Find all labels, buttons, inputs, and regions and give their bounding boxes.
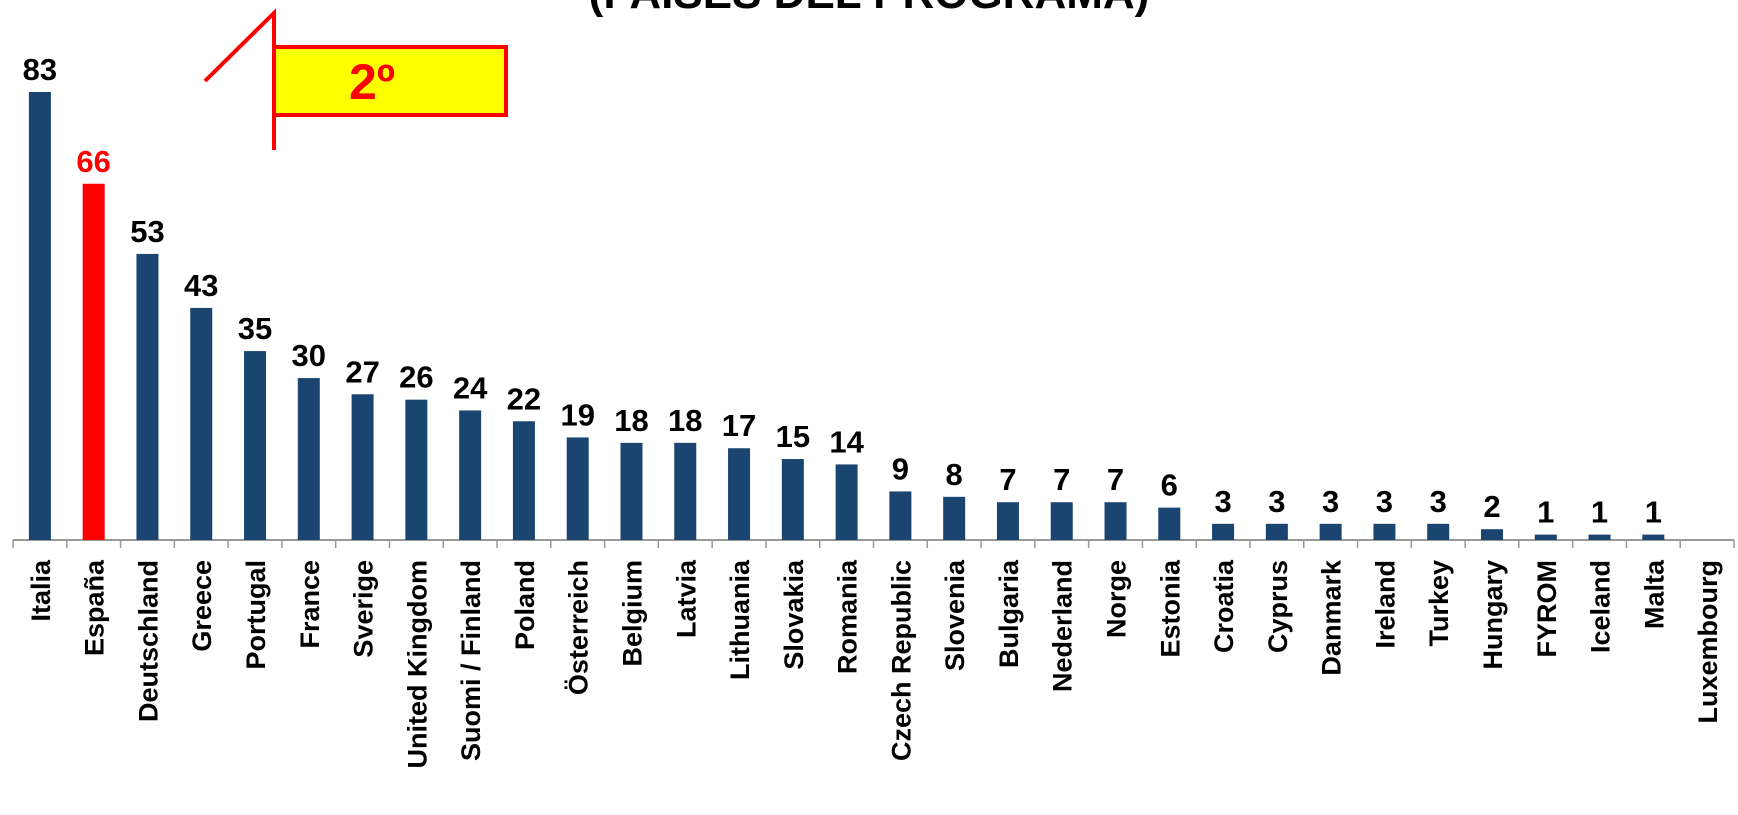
x-tick-label: Malta <box>1639 559 1669 629</box>
value-label: 6 <box>1161 468 1178 503</box>
x-tick-label: Belgium <box>617 560 647 667</box>
x-tick-label: Ireland <box>1370 560 1400 649</box>
x-tick-label: Danmark <box>1317 559 1347 676</box>
value-label: 66 <box>76 144 110 179</box>
bar <box>1158 508 1180 540</box>
value-label: 1 <box>1591 495 1608 530</box>
bar <box>674 443 696 540</box>
chart-title: (PAÍSES DEL PROGRAMA) <box>589 0 1150 18</box>
x-tick-label: Slovakia <box>779 559 809 670</box>
bar <box>83 184 105 540</box>
value-label: 8 <box>946 457 963 492</box>
value-label: 17 <box>722 408 756 443</box>
value-label: 1 <box>1645 495 1662 530</box>
annotation: 2º <box>349 54 395 110</box>
x-tick-label: Sverige <box>349 560 379 658</box>
bar <box>298 378 320 540</box>
bar <box>29 92 51 540</box>
x-tick-label: Latvia <box>671 559 701 638</box>
bar <box>136 254 158 540</box>
x-tick-label: Romania <box>833 559 863 674</box>
x-tick-label: Österreich <box>564 560 594 695</box>
bar <box>405 400 427 540</box>
bar <box>1589 535 1611 540</box>
bar <box>513 421 535 540</box>
bar <box>567 437 589 540</box>
value-label: 3 <box>1322 484 1339 519</box>
x-tick-label: Croatia <box>1209 559 1239 653</box>
value-label: 30 <box>292 338 326 373</box>
x-tick-label: Bulgaria <box>994 559 1024 668</box>
x-tick-label: Greece <box>187 560 217 652</box>
value-label: 18 <box>668 403 702 438</box>
bar <box>889 491 911 540</box>
bar <box>244 351 266 540</box>
value-label: 2 <box>1483 489 1500 524</box>
value-label: 15 <box>776 419 810 454</box>
value-label: 1 <box>1537 495 1554 530</box>
bar <box>620 443 642 540</box>
value-label: 3 <box>1430 484 1447 519</box>
value-label: 9 <box>892 451 909 486</box>
bar <box>1373 524 1395 540</box>
bar <box>459 410 481 540</box>
x-tick-label: United Kingdom <box>402 560 432 768</box>
value-label: 27 <box>345 354 379 389</box>
value-label: 3 <box>1268 484 1285 519</box>
bar <box>1105 502 1127 540</box>
bar <box>352 394 374 540</box>
x-tick-label: Iceland <box>1586 560 1616 653</box>
bar <box>1642 535 1664 540</box>
bar <box>1481 529 1503 540</box>
x-tick-label: Cyprus <box>1263 560 1293 653</box>
bar <box>1051 502 1073 540</box>
bar <box>836 464 858 540</box>
x-tick-label: Luxembourg <box>1693 560 1723 724</box>
x-tick-label: Slovenia <box>940 559 970 671</box>
value-label: 18 <box>614 403 648 438</box>
value-label: 7 <box>1107 462 1124 497</box>
chart: (PAÍSES DEL PROGRAMA) 2º Italia83España6… <box>0 0 1738 815</box>
bar <box>943 497 965 540</box>
value-label: 19 <box>560 397 594 432</box>
value-label: 24 <box>453 370 488 405</box>
value-label: 22 <box>507 381 541 416</box>
x-tick-label: Deutschland <box>133 560 163 722</box>
bar <box>997 502 1019 540</box>
value-label: 3 <box>1214 484 1231 519</box>
x-tick-label: FYROM <box>1532 560 1562 658</box>
value-label: 26 <box>399 360 433 395</box>
value-label: 53 <box>130 214 164 249</box>
value-label: 7 <box>1053 462 1070 497</box>
value-label: 7 <box>999 462 1016 497</box>
bar <box>190 308 212 540</box>
x-tick-label: España <box>80 559 110 656</box>
bar <box>782 459 804 540</box>
value-label: 14 <box>829 424 864 459</box>
value-label: 43 <box>184 268 218 303</box>
x-tick-label: Czech Republic <box>886 560 916 761</box>
x-tick-label: Norge <box>1102 560 1132 638</box>
bar <box>1266 524 1288 540</box>
x-tick-label: Estonia <box>1155 559 1185 658</box>
bar <box>1427 524 1449 540</box>
bar <box>1320 524 1342 540</box>
x-tick-label: Portugal <box>241 560 271 670</box>
value-label: 83 <box>23 52 57 87</box>
x-tick-label: Turkey <box>1424 560 1454 647</box>
x-tick-label: Nederland <box>1048 560 1078 692</box>
x-tick-label: Hungary <box>1478 560 1508 670</box>
value-label: 3 <box>1376 484 1393 519</box>
bar <box>728 448 750 540</box>
x-tick-label: France <box>295 560 325 649</box>
bar <box>1535 535 1557 540</box>
x-tick-label: Italia <box>26 559 56 622</box>
x-tick-label: Poland <box>510 560 540 650</box>
value-label: 35 <box>238 311 272 346</box>
x-tick-label: Lithuania <box>725 559 755 680</box>
x-tick-label: Suomi / Finland <box>456 560 486 761</box>
bar <box>1212 524 1234 540</box>
